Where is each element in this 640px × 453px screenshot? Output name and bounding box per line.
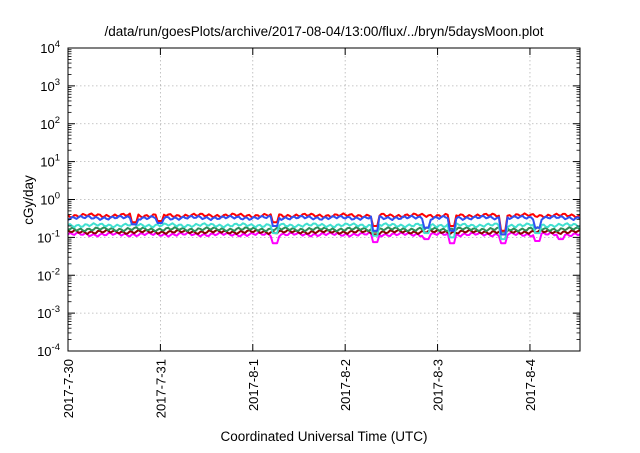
y-tick-label: 103: [40, 77, 60, 94]
grid: [68, 48, 580, 351]
x-tick-label: 2017-8-2: [338, 359, 353, 411]
y-tick-label: 10-4: [37, 342, 60, 359]
y-tick-group: 10-4 10-3 10-2 10-1 100 101 102 103 104: [37, 39, 580, 359]
y-tick-label: 10-3: [37, 304, 60, 321]
series-line-3: [67, 226, 581, 233]
y-axis-label: cGy/day: [21, 175, 36, 225]
x-tick-label: 2017-8-3: [431, 359, 446, 411]
y-tick-label: 100: [40, 191, 60, 208]
x-axis-label: Coordinated Universal Time (UTC): [220, 429, 427, 444]
y-tick-label: 104: [40, 39, 60, 56]
y-tick-label: 10-1: [37, 228, 60, 245]
x-tick-label: 2017-8-4: [523, 359, 538, 411]
series-line-1: [67, 231, 581, 245]
chart-title: /data/run/goesPlots/archive/2017-08-04/1…: [104, 24, 543, 39]
x-tick-label: 2017-7-31: [153, 359, 168, 418]
series-line-6: [67, 214, 581, 236]
series-group: [67, 212, 581, 245]
y-tick-label: 102: [40, 115, 60, 132]
x-tick-label: 2017-7-30: [61, 359, 76, 418]
y-tick-label: 10-2: [37, 266, 60, 283]
x-tick-group: 2017-7-30 2017-7-31 2017-8-1 2017-8-2 2017-8…: [61, 48, 538, 418]
series-line-4: [67, 222, 581, 241]
y-tick-label: 101: [40, 153, 60, 170]
x-tick-label: 2017-8-1: [246, 359, 261, 411]
